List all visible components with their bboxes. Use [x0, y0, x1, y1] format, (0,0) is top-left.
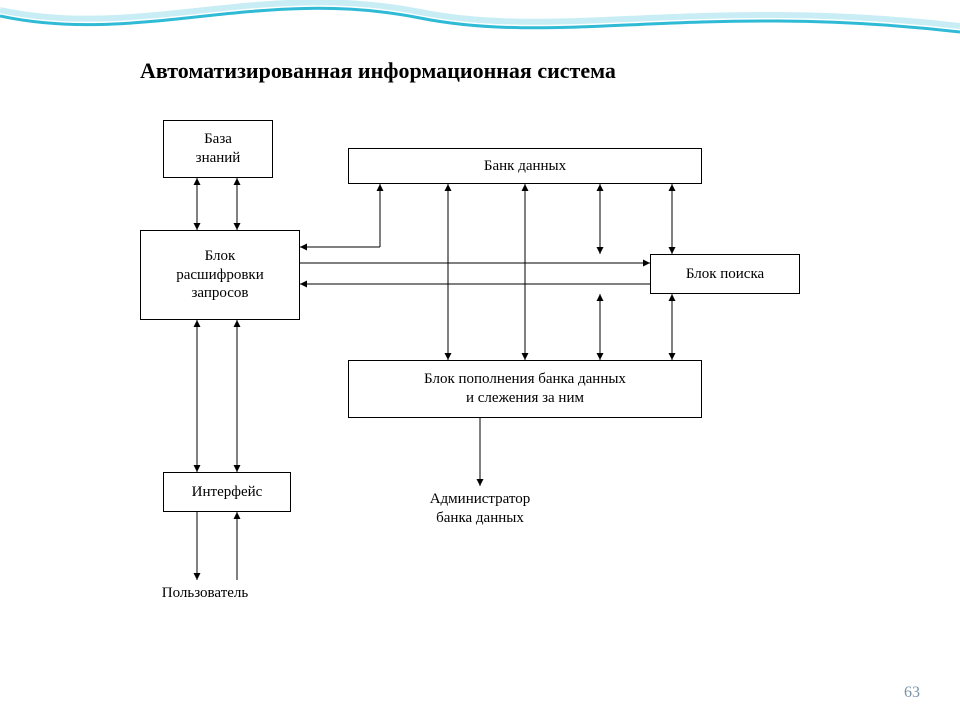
page-number: 63 [904, 684, 920, 702]
label-admin: Администратор банка данных [400, 490, 560, 528]
box-search: Блок поиска [650, 254, 800, 294]
box-fill: Блок пополнения банка данных и слежения … [348, 360, 702, 418]
label-user: Пользователь [140, 584, 270, 603]
box-label: Блок пополнения банка данных и слежения … [424, 370, 626, 408]
box-label: Блок поиска [686, 265, 764, 284]
box-label: База знаний [196, 130, 241, 168]
box-data-bank: Банк данных [348, 148, 702, 184]
box-decode: Блок расшифровки запросов [140, 230, 300, 320]
page-title: Автоматизированная информационная систем… [140, 58, 616, 84]
box-label: Интерфейс [192, 483, 263, 502]
box-label: Блок расшифровки запросов [176, 247, 264, 303]
label-text: Пользователь [162, 585, 249, 601]
box-label: Банк данных [484, 157, 566, 176]
box-interface: Интерфейс [163, 472, 291, 512]
label-text: Администратор банка данных [430, 491, 531, 526]
wave-decoration [0, 0, 960, 60]
box-knowledge-base: База знаний [163, 120, 273, 178]
